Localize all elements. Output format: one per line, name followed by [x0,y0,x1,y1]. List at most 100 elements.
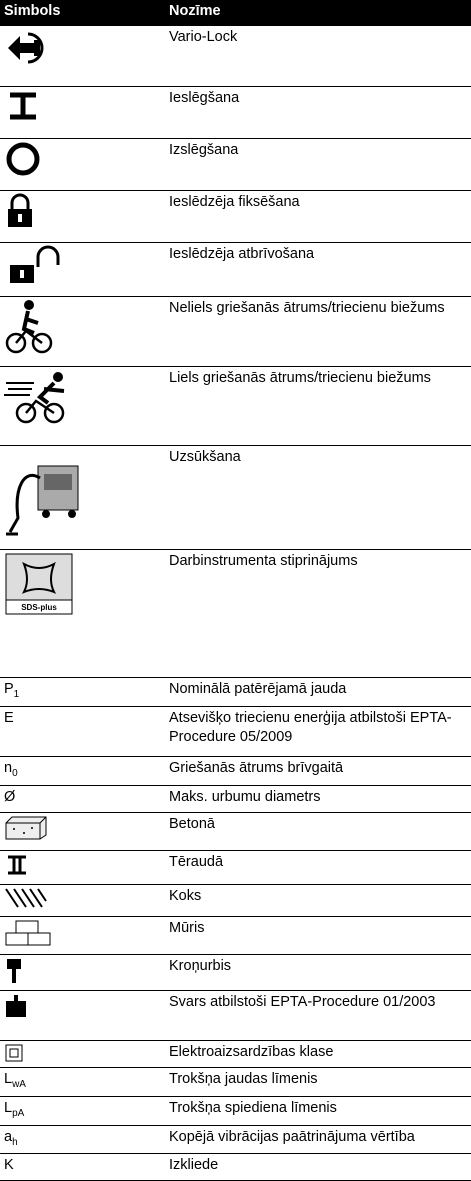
symbol-cell: n0 [0,756,165,786]
table-row: Kroņurbis [0,954,471,991]
meaning-cell: Izslēgšana [165,138,471,191]
meaning-cell: Izkliede [165,1153,471,1181]
symbol-icon [10,245,60,283]
table-row: Svars atbilstoši EPTA-Procedure 01/2003 [0,990,471,1041]
symbol-icon [5,888,47,908]
meaning-cell: Mūris [165,916,471,955]
symbol-cell: E [0,706,165,757]
table-row: Koks [0,884,471,917]
symbol-icon [8,855,26,875]
meaning-cell: Ieslēgšana [165,86,471,139]
symbol-cell: LwA [0,1067,165,1097]
symbol-cell [0,86,165,139]
meaning-cell: Tēraudā [165,850,471,885]
symbol-cell [0,990,165,1041]
table-row: Ieslēdzēja atbrīvošana [0,242,471,297]
symbol-icon [5,1044,23,1062]
symbol-cell [0,366,165,446]
symbol-cell: P1 [0,677,165,707]
table-row: Ieslēdzēja fiksēšana [0,190,471,243]
table-row: Vario-Lock [0,25,471,87]
table-row: ah Kopējā vibrācijas paātrinājuma vērtība [0,1125,471,1155]
table-row: SDS-plus Darbinstrumenta stiprinājums [0,549,471,678]
symbol-icon [5,816,47,840]
table-row: Ieslēgšana [0,86,471,139]
meaning-cell: Kroņurbis [165,954,471,991]
symbol-icon [10,92,36,120]
symbol-cell: Ø [0,785,165,813]
symbol-cell [0,190,165,243]
symbol-text: Ø [4,788,16,805]
symbol-cell [0,25,165,87]
symbol-cell: LpA [0,1096,165,1126]
symbol-cell [0,138,165,191]
table-row: Izslēgšana [0,138,471,191]
symbol-cell: SDS-plus [0,549,165,678]
meaning-cell: Koks [165,884,471,917]
symbol-icon [8,193,32,227]
symbol-icon [6,465,79,536]
symbol-cell: ah [0,1125,165,1155]
symbol-cell [0,445,165,550]
table-row: Betonā [0,812,471,851]
meaning-cell: Svars atbilstoši EPTA-Procedure 01/2003 [165,990,471,1041]
symbol-text: K [4,1157,14,1174]
symbol-icon [7,958,21,983]
meaning-cell: Neliels griešanās ātrums/triecienu biežu… [165,296,471,367]
meaning-cell: Kopējā vibrācijas paātrinājuma vērtība [165,1125,471,1155]
symbol-text: L [4,1099,13,1116]
table-row: Elektroaizsardzības klase [0,1040,471,1068]
symbol-subscript: 0 [12,767,18,779]
table-row: Mūris [0,916,471,955]
meaning-cell: Elektroaizsardzības klase [165,1040,471,1068]
meaning-cell: Griešanās ātrums brīvgaitā [165,756,471,786]
table-row: Uzsūkšana [0,445,471,550]
header-meaning: Nozīme [165,0,471,26]
table-row: Tēraudā [0,850,471,885]
table-row: P1 Nominālā patērējamā jauda [0,677,471,707]
symbol-icon [5,920,51,946]
meaning-cell: Ieslēdzēja atbrīvošana [165,242,471,297]
symbol-cell [0,1040,165,1068]
table-row: K Izkliede [0,1153,471,1181]
symbol-cell [0,884,165,917]
symbol-cell [0,812,165,851]
symbol-icon [6,994,26,1017]
meaning-cell: Liels griešanās ātrums/triecienu biežums [165,366,471,446]
symbol-icon: SDS-plus [5,553,73,615]
symbol-icon [4,372,65,424]
symbol-cell [0,296,165,367]
symbol-cell [0,916,165,955]
table-row: LpA Trokšņa spiediena līmenis [0,1096,471,1126]
meaning-cell: Betonā [165,812,471,851]
meaning-cell: Nominālā patērējamā jauda [165,677,471,707]
symbol-icon [8,32,44,64]
symbol-cell [0,242,165,297]
symbol-text: n [4,759,13,776]
symbol-icon [6,142,40,176]
symbol-text: E [4,709,14,726]
meaning-cell: Ieslēdzēja fiksēšana [165,190,471,243]
symbol-subscript: h [12,1136,18,1148]
meaning-cell: Uzsūkšana [165,445,471,550]
symbol-icon [5,300,53,354]
table-row: E Atsevišķo triecienu enerģija atbilstoši… [0,706,471,757]
symbol-subscript: pA [12,1107,25,1119]
symbol-cell [0,954,165,991]
table-row: Ø Maks. urbumu diametrs [0,785,471,813]
meaning-cell: Atsevišķo triecienu enerģija atbilstoši … [165,706,471,757]
table-row: LwA Trokšņa jaudas līmenis [0,1067,471,1097]
table-row: n0 Griešanās ātrums brīvgaitā [0,756,471,786]
meaning-cell: Vario-Lock [165,25,471,87]
symbol-cell: K [0,1153,165,1181]
symbol-subscript: wA [12,1078,26,1090]
meaning-cell: Maks. urbumu diametrs [165,785,471,813]
icon-label: SDS-plus [21,603,57,612]
meaning-cell: Trokšņa jaudas līmenis [165,1067,471,1097]
header-symbol: Simbols [0,0,165,26]
symbol-text: a [4,1128,13,1145]
meaning-cell: Trokšņa spiediena līmenis [165,1096,471,1126]
table-row: Neliels griešanās ātrums/triecienu biežu… [0,296,471,367]
